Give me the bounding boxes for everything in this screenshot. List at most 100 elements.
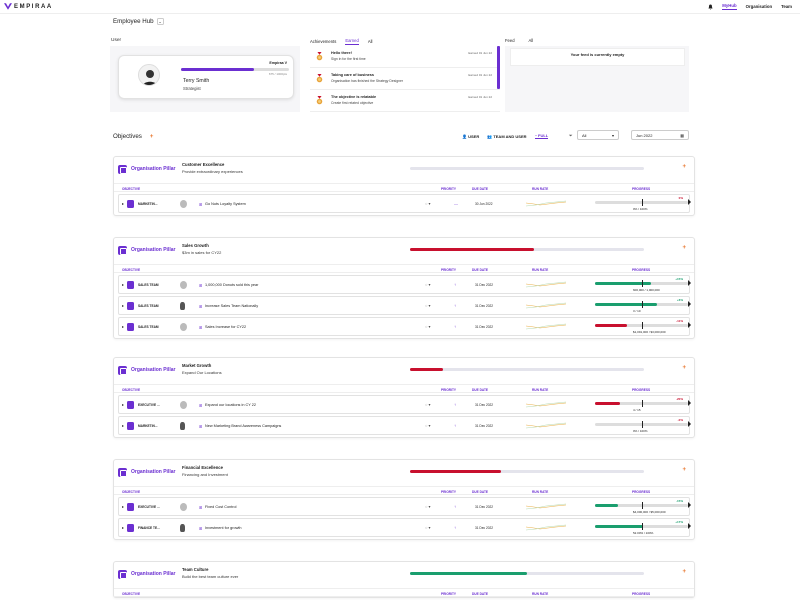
- table-row[interactable]: ▸ FINANCE TE... ⊞ Investment for growth ◌ ▾ ↑…: [118, 518, 691, 537]
- chevron-right-icon[interactable]: ▸: [122, 324, 125, 329]
- pillar-subtitle: Financing and Investment: [182, 472, 228, 477]
- table-row[interactable]: ▸ SALES TEAM ⊞ Increase Sales Team National…: [118, 296, 691, 315]
- objective-title[interactable]: Increase Sales Team Nationally: [205, 304, 259, 308]
- table-row[interactable]: ▸ SALES TEAM ⊞ 1,000,000 Donuts sold this y…: [118, 275, 691, 294]
- pillar-name: Team Culture: [182, 567, 209, 572]
- chevron-right-icon[interactable]: ▸: [122, 282, 125, 287]
- metric-type-icon: ⊞: [199, 525, 203, 531]
- pillar-header[interactable]: Organisation Pillar Customer Excellence Pr…: [114, 157, 694, 183]
- pillar-progress-bar: [410, 572, 644, 575]
- progress-arrow-icon: [688, 523, 691, 529]
- column-header-priority: PRIORITY: [441, 490, 457, 494]
- add-icon[interactable]: +: [682, 569, 686, 575]
- progress-arrow-icon: [688, 400, 691, 406]
- pillar-card: Organisation Pillar Financial Excellence F…: [113, 459, 695, 540]
- pillar-progress-bar: [410, 470, 644, 473]
- chevron-right-icon[interactable]: ▸: [122, 504, 125, 509]
- tab-earned[interactable]: Earned: [345, 38, 359, 45]
- bell-icon[interactable]: [708, 4, 713, 10]
- due-date: 31 Dec 2022: [475, 283, 494, 287]
- pillar-progress-bar: [410, 368, 644, 371]
- status-dropdown-icon[interactable]: ◌ ▾: [425, 303, 431, 308]
- hub-dropdown[interactable]: ⌄: [156, 18, 164, 25]
- pillar-icon: [118, 165, 127, 174]
- chevron-down-icon: ▾: [611, 133, 614, 138]
- add-icon[interactable]: +: [682, 365, 686, 371]
- objective-title[interactable]: Expand our locations in CY 22: [205, 403, 257, 407]
- run-rate-sparkline: [526, 323, 566, 330]
- achievements-scrollbar[interactable]: [497, 46, 500, 89]
- table-row[interactable]: ▸ SALES TEAM ⊞ Sales Increase for CY22 ◌ ▾ ↑ 3…: [118, 317, 691, 336]
- status-dropdown-icon[interactable]: ◌ ▾: [425, 525, 431, 530]
- column-header-run: RUN RATE: [532, 592, 549, 596]
- status-dropdown-icon[interactable]: ◌ ▾: [425, 282, 431, 287]
- achievement-item[interactable]: Taking care of business Organisation has …: [310, 68, 500, 90]
- nav-myhub[interactable]: MyHub: [722, 3, 737, 10]
- tab-all[interactable]: All: [367, 39, 373, 44]
- pillar-subtitle: $3m in sales for CY22: [182, 250, 222, 255]
- status-dropdown-icon[interactable]: ◌ ▾: [425, 324, 431, 329]
- medal-icon: [316, 52, 323, 61]
- view-full[interactable]: ◔ FULL: [534, 133, 549, 139]
- user-card[interactable]: Empiraa V 675 / 1000pts Terry Smith Stra…: [118, 55, 294, 99]
- table-row[interactable]: ▸ EXECUTIVE ... ⊞ Fixed Cost Control ◌ ▾ ↑ 31 …: [118, 497, 691, 516]
- metric-type-icon: ⊞: [199, 303, 203, 309]
- pillar-header[interactable]: Organisation Pillar Financial Excellence F…: [114, 460, 694, 486]
- chevron-right-icon[interactable]: ▸: [122, 201, 125, 206]
- view-team-and-user[interactable]: 👥 TEAM AND USER: [487, 133, 527, 139]
- column-header-run: RUN RATE: [532, 388, 549, 392]
- achievement-item[interactable]: The objective is relatable Create first r…: [310, 90, 500, 112]
- pillar-header[interactable]: Organisation Pillar Market Growth Expand O…: [114, 358, 694, 384]
- nav-organisation[interactable]: Organisation: [745, 4, 773, 9]
- status-dropdown-icon[interactable]: ◌ ▾: [425, 201, 431, 206]
- chevron-right-icon[interactable]: ▸: [122, 525, 125, 530]
- chevron-right-icon[interactable]: ▸: [122, 423, 125, 428]
- objective-title[interactable]: Investment for growth: [205, 526, 242, 530]
- status-dropdown-icon[interactable]: ◌ ▾: [425, 402, 431, 407]
- achievements-tabs: Achievements Earned All: [310, 38, 372, 45]
- column-header-run: RUN RATE: [532, 268, 549, 272]
- pillar-header[interactable]: Organisation Pillar Team Culture Build the…: [114, 562, 694, 588]
- priority-indicator: ↑: [454, 423, 456, 428]
- pillar-card: Organisation Pillar Customer Excellence Pr…: [113, 156, 695, 216]
- achievement-title: The objective is relatable: [331, 95, 377, 99]
- filter-icon[interactable]: ⏷: [569, 133, 573, 138]
- table-row[interactable]: ▸ EXECUTIVE ... ⊞ Expand our locations in C…: [118, 395, 691, 414]
- chevron-right-icon[interactable]: ▸: [122, 303, 125, 308]
- table-row[interactable]: ▸ MARKETIN... ⊞ Go Nuts Loyalty System ◌ ▾ — 3…: [118, 194, 691, 213]
- add-icon[interactable]: +: [682, 245, 686, 251]
- feed-tab-all[interactable]: All: [528, 38, 534, 43]
- pillar-icon: [118, 246, 127, 255]
- objective-title[interactable]: Go Nuts Loyalty System: [205, 202, 246, 206]
- pillar-progress-fill: [410, 368, 443, 371]
- achievement-item[interactable]: Hello there! Sign in for the first time Ea…: [310, 46, 500, 68]
- pillar-header[interactable]: Organisation Pillar Sales Growth $3m in sa…: [114, 238, 694, 264]
- filter-select[interactable]: All ▾: [577, 130, 619, 140]
- add-objective-icon[interactable]: +: [149, 133, 154, 140]
- column-header-progress: PROGRESS: [632, 187, 651, 191]
- nav-team[interactable]: Team: [781, 4, 792, 9]
- progress-arrow-icon: [688, 280, 691, 286]
- priority-indicator: ↑: [454, 324, 456, 329]
- owner-avatar: [180, 422, 185, 430]
- user-section-label: User: [111, 38, 122, 43]
- objective-title[interactable]: Fixed Cost Control: [205, 505, 237, 509]
- add-icon[interactable]: +: [682, 467, 686, 473]
- feed-empty-message: Your feed is currently empty: [570, 52, 625, 57]
- run-rate-sparkline: [526, 281, 566, 288]
- priority-indicator: —: [454, 201, 458, 206]
- date-select[interactable]: Jun 2022 ▦: [631, 130, 689, 140]
- nav-menu: MyHub Organisation Team: [708, 3, 792, 10]
- view-user[interactable]: 👤 USER: [462, 133, 480, 139]
- table-row[interactable]: ▸ MARKETIN... ⊞ New Marketing Brand Awarene…: [118, 416, 691, 435]
- progress-arrow-icon: [688, 322, 691, 328]
- status-dropdown-icon[interactable]: ◌ ▾: [425, 504, 431, 509]
- column-header-priority: PRIORITY: [441, 388, 457, 392]
- logo[interactable]: EMPIRAA: [4, 2, 53, 11]
- add-icon[interactable]: +: [682, 164, 686, 170]
- objective-title[interactable]: 1,000,000 Donuts sold this year: [205, 283, 259, 287]
- chevron-right-icon[interactable]: ▸: [122, 402, 125, 407]
- objective-title[interactable]: Sales Increase for CY22: [205, 325, 247, 329]
- objective-title[interactable]: New Marketing Brand Awareness Campaigns: [205, 424, 282, 428]
- status-dropdown-icon[interactable]: ◌ ▾: [425, 423, 431, 428]
